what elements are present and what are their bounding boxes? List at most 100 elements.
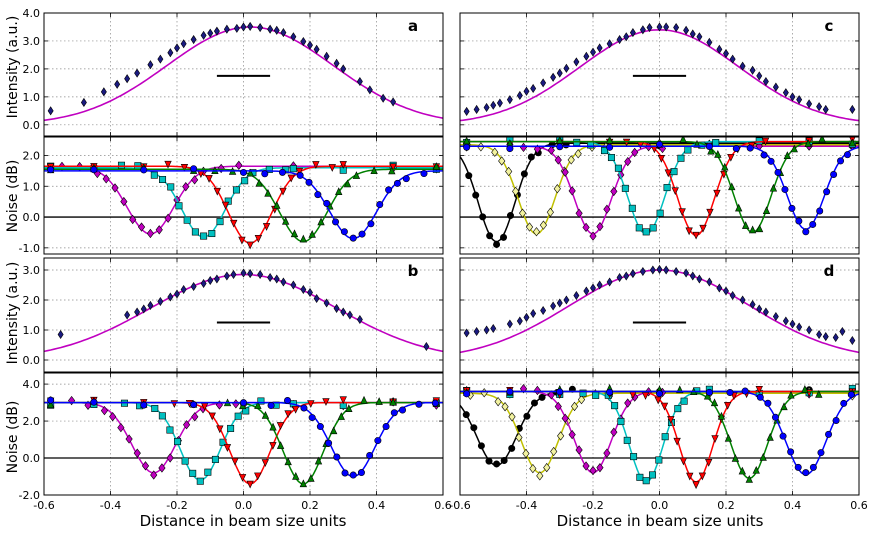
intensity-data-point: [240, 268, 247, 278]
noise-data-point-yellow: [577, 394, 586, 405]
noise-data-point-magenta: [603, 448, 611, 458]
noise-data-point-red: [664, 169, 672, 178]
noise-data-point-magenta: [137, 222, 146, 232]
intensity-data-point: [729, 54, 736, 64]
noise-data-point-red: [713, 189, 721, 198]
intensity-data-point: [756, 71, 763, 81]
noise-data-point-black: [520, 170, 528, 178]
noise-data-point-cyan: [159, 176, 167, 184]
intensity-data-point: [207, 275, 214, 286]
noise-data-point-blue: [774, 168, 782, 176]
intensity-data-point: [573, 57, 580, 67]
noise-data-point-blue: [47, 166, 55, 174]
noise-data-point-blue: [385, 186, 393, 194]
noise-data-point-green: [432, 162, 441, 170]
plot-area: [44, 268, 443, 353]
intensity-data-point: [606, 39, 613, 49]
intensity-data-point: [473, 104, 480, 114]
intensity-data-point: [490, 100, 497, 110]
noise-data-point-blue: [90, 166, 98, 174]
intensity-data-point: [290, 280, 297, 290]
noise-data-point-red: [254, 472, 262, 481]
intensity-data-point: [639, 25, 646, 35]
intensity-data-point: [822, 332, 829, 342]
noise-data-point-yellow: [480, 388, 488, 398]
intensity-data-point: [756, 304, 763, 314]
noise-data-point-blue: [305, 178, 313, 186]
noise-data-point-magenta: [166, 453, 174, 463]
noise-data-point-red: [692, 481, 700, 490]
intensity-data-point: [689, 271, 696, 281]
axes-frame: [459, 257, 860, 373]
noise-data-point-green: [738, 466, 747, 475]
noise-data-point-black: [470, 424, 478, 432]
noise-data-point-green: [329, 426, 338, 435]
noise-data-point-cyan: [216, 218, 224, 226]
intensity-data-point: [114, 79, 121, 89]
ylabel-intensity-bottom: Intensity (a.u.): [5, 262, 21, 365]
noise-data-point-red: [238, 474, 247, 482]
intensity-data-point: [200, 30, 207, 40]
noise-data-point-red: [699, 224, 707, 233]
x-tick-label: -0.4: [516, 499, 537, 512]
noise-data-point-red: [706, 208, 714, 217]
intensity-data-point: [739, 295, 746, 305]
noise-data-point-magenta: [603, 204, 611, 214]
noise-data-point-blue: [756, 393, 764, 401]
intensity-data-point: [190, 35, 197, 45]
noise-data-point-black: [506, 212, 514, 220]
noise-data-point-cyan: [183, 216, 191, 224]
axes-frame: [459, 12, 860, 137]
intensity-data-point: [57, 329, 64, 340]
noise-data-point-green: [848, 138, 857, 147]
noise-data-point-magenta: [547, 145, 555, 155]
intensity-data-point: [483, 102, 490, 113]
intensity-data-point: [280, 28, 287, 38]
noise-fit-red: [44, 401, 443, 485]
noise-data-point-green: [255, 178, 263, 187]
noise-data-point-green: [783, 151, 792, 159]
noise-data-point-blue: [843, 151, 851, 159]
noise-data-point-magenta: [120, 196, 128, 207]
noise-data-point-magenta: [141, 461, 150, 471]
noise-data-point-red: [698, 472, 707, 481]
noise-data-point-cyan: [227, 424, 235, 432]
noise-data-point-magenta: [111, 183, 119, 193]
intensity-data-point: [523, 86, 530, 96]
noise-data-point-blue: [374, 437, 382, 445]
x-tick-label: 0.6: [434, 499, 452, 512]
x-tick-label: 0.0: [235, 499, 253, 512]
noise-data-point-cyan: [680, 397, 688, 405]
intensity-data-point: [340, 307, 347, 317]
y-tick-label: 2.0: [23, 294, 41, 307]
noise-data-point-green: [284, 457, 292, 466]
noise-data-point-cyan: [211, 455, 219, 463]
noise-data-point-yellow: [505, 166, 513, 177]
noise-data-point-cyan: [200, 232, 208, 240]
intensity-data-point: [573, 290, 580, 301]
noise-data-point-black: [538, 393, 546, 401]
noise-data-point-red: [246, 241, 254, 250]
noise-data-point-cyan: [607, 154, 615, 162]
noise-data-point-cyan: [611, 402, 619, 410]
intensity-data-point: [739, 61, 746, 71]
x-tick-label: 0.0: [651, 499, 669, 512]
noise-data-point-green: [299, 234, 308, 243]
noise-data-point-blue: [393, 179, 401, 187]
noise-data-point-black: [485, 457, 493, 465]
intensity-data-point: [596, 280, 603, 290]
noise-data-point-magenta: [102, 174, 110, 184]
noise-data-point-green: [264, 188, 272, 197]
intensity-data-point: [313, 44, 320, 54]
noise-fit-green: [44, 401, 443, 485]
intensity-data-point: [174, 43, 180, 53]
intensity-data-point: [822, 104, 829, 114]
noise-data-point-cyan: [755, 137, 763, 145]
noise-data-point-green: [345, 404, 353, 413]
noise-data-point-cyan: [265, 165, 273, 173]
noise-data-point-cyan: [642, 477, 650, 485]
noise-data-point-cyan: [628, 204, 636, 212]
noise-data-point-yellow: [532, 227, 541, 237]
noise-data-point-magenta: [533, 144, 541, 154]
noise-data-point-blue: [463, 390, 471, 398]
